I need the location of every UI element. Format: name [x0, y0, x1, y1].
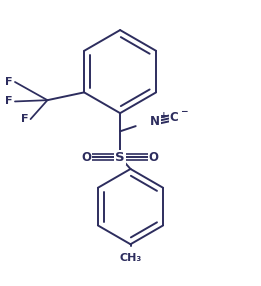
Text: F: F	[5, 77, 13, 87]
Text: S: S	[115, 151, 125, 164]
Text: CH₃: CH₃	[119, 253, 142, 263]
Text: −: −	[180, 107, 187, 116]
Text: F: F	[5, 96, 13, 106]
Text: N: N	[150, 115, 160, 128]
Text: C: C	[170, 111, 179, 124]
Text: O: O	[149, 151, 159, 164]
Text: +: +	[160, 111, 168, 120]
Text: O: O	[81, 151, 91, 164]
Text: F: F	[21, 114, 28, 124]
